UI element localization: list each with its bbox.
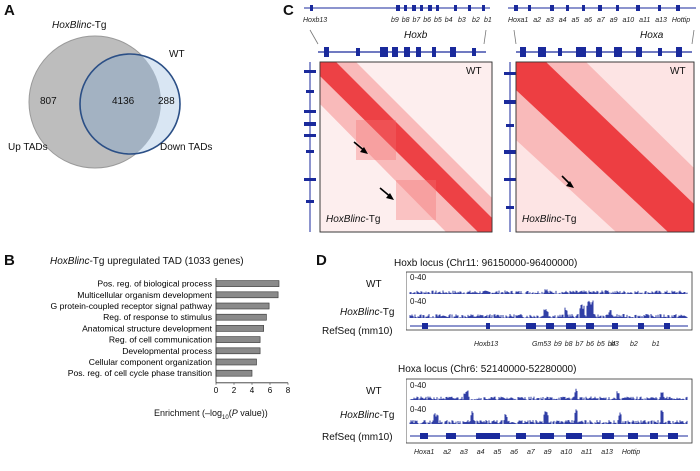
bar-category-label: Pos. reg. of biological process bbox=[97, 279, 212, 289]
hoxb-wt-track-label: WT bbox=[366, 279, 382, 290]
hoxa-hic-heatmap bbox=[515, 61, 695, 233]
hoxa-tg-track-label: HoxBlinc-Tg bbox=[340, 410, 395, 421]
bar-category-label: Multicellular organism development bbox=[77, 290, 212, 300]
panel-d-letter: D bbox=[316, 252, 327, 269]
bar bbox=[215, 325, 265, 332]
hoxb-gene-labels: b9 b8 b7 b6 b5 b4 bbox=[391, 17, 453, 24]
bar-category-label: Cellular component organization bbox=[89, 357, 212, 367]
hoxb-gene-hoxb13: Hoxb13 bbox=[303, 17, 328, 24]
hic-hoxb-tg-label: HoxBlinc-Tg bbox=[326, 214, 381, 225]
refseq-hoxa-labels: Hoxa1 a2 a3 a4 a5 a6 a7 a9 a10 a11 a13 H… bbox=[414, 449, 641, 456]
hoxa-label: Hoxa bbox=[640, 30, 664, 41]
refseq-hoxb13: Hoxb13 bbox=[474, 341, 499, 348]
hic-hoxa-tg-label: HoxBlinc-Tg bbox=[522, 214, 577, 225]
hoxa-wt-track-label: WT bbox=[366, 386, 382, 397]
x-tick-label: 6 bbox=[268, 386, 273, 395]
hoxb-hic-heatmap bbox=[319, 61, 493, 233]
coverage-signal bbox=[409, 289, 688, 294]
x-tick-label: 8 bbox=[286, 386, 290, 395]
bar bbox=[215, 358, 257, 366]
hoxb-tg-range: 0-40 bbox=[410, 297, 427, 306]
venn-count-overlap: 4136 bbox=[112, 96, 135, 107]
bar-category-label: Reg. of response to stimulus bbox=[103, 312, 212, 322]
panel-a-letter: A bbox=[4, 2, 15, 19]
hoxb-wt-range: 0-40 bbox=[410, 273, 427, 282]
venn-count-tg-only: 807 bbox=[40, 96, 57, 107]
hoxa-refseq-track bbox=[410, 433, 688, 439]
hoxb-tg-track-label: HoxBlinc-Tg bbox=[340, 307, 395, 318]
hoxa-track-box bbox=[406, 378, 693, 444]
hoxb-refseq-track bbox=[410, 323, 688, 329]
hoxb-locus-title: Hoxb locus (Chr11: 96150000-96400000) bbox=[394, 258, 578, 269]
hoxb-label: Hoxb bbox=[404, 30, 428, 41]
refseq-b1: b1 bbox=[652, 341, 660, 348]
bar bbox=[215, 291, 279, 299]
hoxb-gene-b1: b1 bbox=[484, 17, 492, 24]
bar-category-label: G protein-coupled receptor signal pathwa… bbox=[51, 301, 213, 311]
refseq-hoxb-labels: Gm53 b9 b8 b7 b6 b5 b4 bbox=[532, 341, 616, 348]
venn-wt-label: WT bbox=[169, 49, 185, 60]
hoxa-wt-range: 0-40 bbox=[410, 381, 427, 390]
hoxa-gene-labels: Hoxa1 a2 a3 a4 a5 a6 a7 a9 a10 a11 a13 H… bbox=[508, 17, 691, 24]
bar bbox=[215, 302, 270, 310]
hoxa-zoom-track bbox=[516, 47, 692, 57]
refseq-b2: b2 bbox=[630, 341, 638, 348]
bar bbox=[215, 347, 261, 355]
hoxb-gene-b2: b2 bbox=[472, 17, 480, 24]
venn-overlap bbox=[80, 54, 161, 154]
hic-hoxb-wt-label: WT bbox=[466, 66, 482, 77]
hic-panel bbox=[304, 5, 696, 233]
panel-c-letter: C bbox=[283, 2, 294, 19]
hoxb-gene-b3: b3 bbox=[458, 17, 466, 24]
bar-category-label: Anatomical structure development bbox=[82, 323, 213, 333]
venn-tg-label: HoxBlinc-Tg bbox=[52, 20, 107, 31]
hic-hoxa-wt-label: WT bbox=[670, 66, 686, 77]
chart-xlabel: Enrichment (–log10(P value)) bbox=[154, 408, 268, 421]
bar bbox=[215, 313, 267, 321]
coverage-signal bbox=[409, 388, 688, 400]
hoxb-track-box bbox=[406, 271, 693, 331]
venn-diagram bbox=[28, 35, 181, 169]
hoxb-refseq-label: RefSeq (mm10) bbox=[322, 326, 393, 337]
up-tads-label: Up TADs bbox=[8, 142, 48, 153]
hoxb-top-track bbox=[304, 5, 490, 11]
x-tick-label: 0 bbox=[214, 386, 219, 395]
hoxb-tg-coverage bbox=[409, 300, 688, 318]
bar-category-label: Pos. reg. of cell cycle phase transition bbox=[68, 368, 212, 378]
panel-b-letter: B bbox=[4, 252, 15, 269]
bar-category-label: Reg. of cell communication bbox=[109, 335, 212, 345]
refseq-b3: b3 bbox=[611, 341, 619, 348]
bar-category-label: Developmental process bbox=[122, 346, 212, 356]
hoxa-tg-coverage bbox=[409, 409, 688, 424]
hoxa-locus-title: Hoxa locus (Chr6: 52140000-52280000) bbox=[398, 364, 577, 375]
enrichment-bar-chart: Pos. reg. of biological processMulticell… bbox=[51, 278, 290, 395]
coverage-signal bbox=[409, 300, 688, 318]
bar bbox=[215, 280, 280, 287]
coverage-tracks bbox=[406, 271, 693, 444]
hoxa-refseq-label: RefSeq (mm10) bbox=[322, 432, 393, 443]
venn-count-wt-only: 288 bbox=[158, 96, 175, 107]
hoxa-top-track bbox=[508, 5, 696, 11]
bar bbox=[215, 369, 253, 377]
down-tads-label: Down TADs bbox=[160, 142, 213, 153]
coverage-signal bbox=[409, 409, 688, 424]
chart-title: HoxBlinc-Tg upregulated TAD (1033 genes) bbox=[50, 256, 244, 267]
hoxa-side-track bbox=[504, 62, 516, 232]
x-tick-label: 2 bbox=[232, 386, 237, 395]
bar bbox=[215, 336, 261, 343]
venn-wt-outline bbox=[79, 53, 181, 155]
hoxa-wt-coverage bbox=[409, 388, 688, 400]
hoxb-side-track bbox=[304, 62, 316, 232]
hoxb-wt-coverage bbox=[409, 289, 688, 294]
hoxb-zoom-track bbox=[318, 47, 486, 57]
hoxa-tg-range: 0-40 bbox=[410, 405, 427, 414]
x-tick-label: 4 bbox=[250, 386, 255, 395]
